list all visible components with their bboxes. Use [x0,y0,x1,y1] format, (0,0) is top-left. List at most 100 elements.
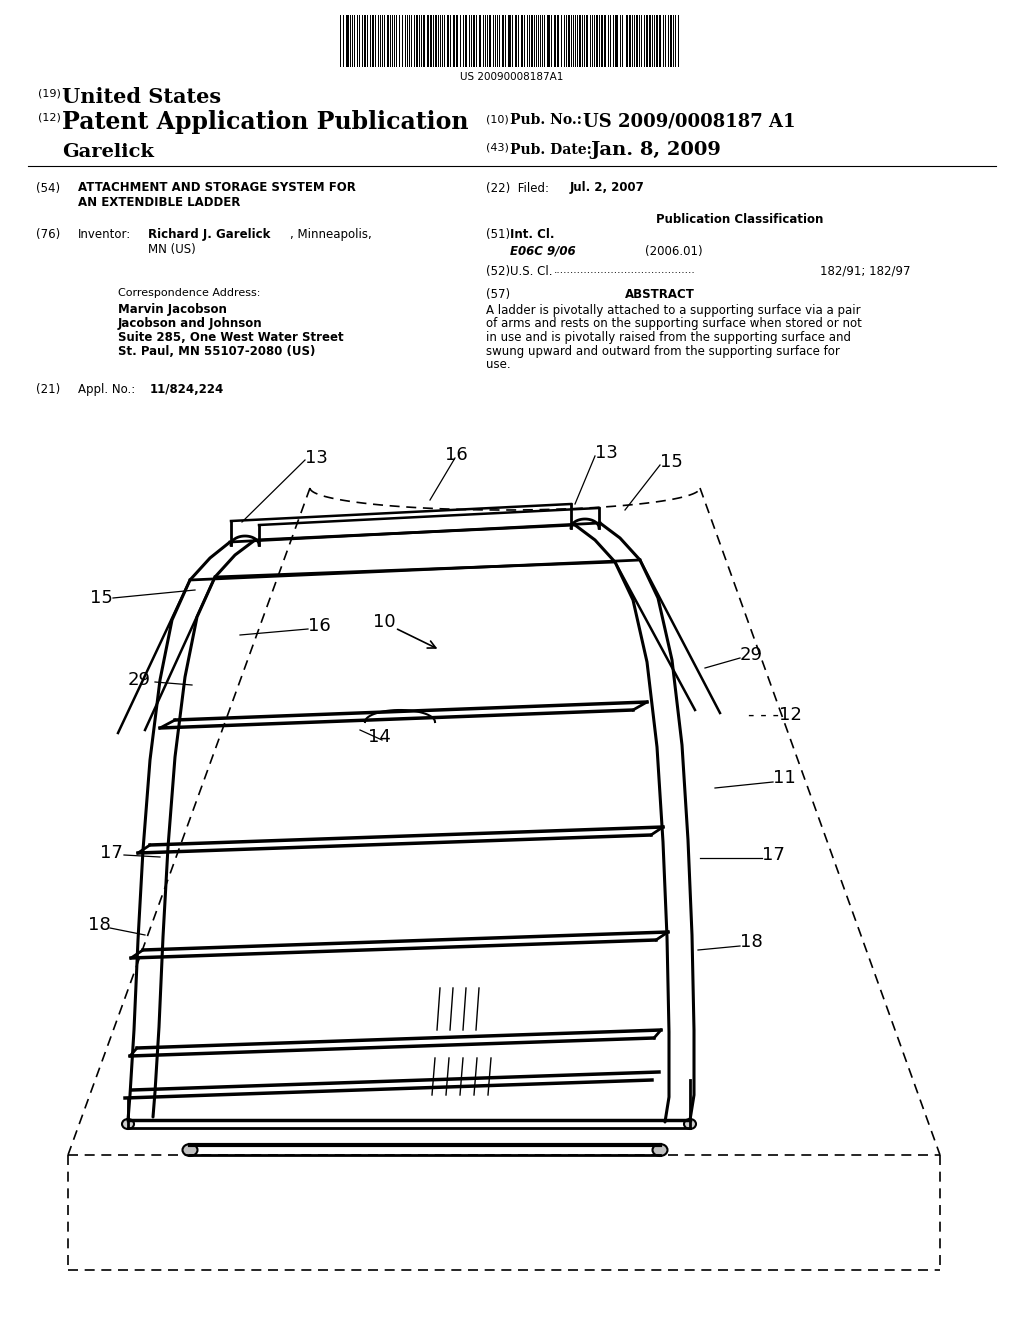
Bar [547,15,550,67]
Ellipse shape [182,1144,198,1156]
Bar [372,15,374,67]
Bar [465,15,467,67]
Bar [659,15,662,67]
Bar [416,15,418,67]
Text: St. Paul, MN 55107-2080 (US): St. Paul, MN 55107-2080 (US) [118,345,315,358]
Ellipse shape [122,1119,134,1129]
Bar [489,15,490,67]
Text: Pub. Date:: Pub. Date: [510,143,592,157]
Bar [502,15,504,67]
Text: 15: 15 [660,453,683,471]
Ellipse shape [652,1144,668,1156]
Bar [596,15,598,67]
Text: Jul. 2, 2007: Jul. 2, 2007 [570,181,645,194]
Text: AN EXTENDIBLE LADDER: AN EXTENDIBLE LADDER [78,195,241,209]
Bar [586,15,588,67]
Text: MN (US): MN (US) [148,243,196,256]
Bar [629,15,631,67]
Bar [515,15,517,67]
Text: (54): (54) [36,182,60,195]
Text: (22)  Filed:: (22) Filed: [486,182,549,195]
Text: in use and is pivotally raised from the supporting surface and: in use and is pivotally raised from the … [486,331,851,345]
Bar [649,15,651,67]
Text: A ladder is pivotally attached to a supporting surface via a pair: A ladder is pivotally attached to a supp… [486,304,860,317]
Text: Jacobson and Johnson: Jacobson and Johnson [118,317,262,330]
Bar [479,15,481,67]
Text: E06C 9/06: E06C 9/06 [510,246,575,257]
Text: Int. Cl.: Int. Cl. [510,228,555,242]
Text: Patent Application Publication: Patent Application Publication [62,110,469,135]
Text: Correspondence Address:: Correspondence Address: [118,288,260,298]
Bar [601,15,603,67]
Bar [531,15,534,67]
Bar [435,15,437,67]
Text: (2006.01): (2006.01) [645,246,702,257]
Text: (21): (21) [36,383,60,396]
Text: 18: 18 [740,933,763,950]
Bar [557,15,559,67]
Bar [554,15,556,67]
Text: ABSTRACT: ABSTRACT [625,288,695,301]
Text: (19): (19) [38,88,60,99]
Text: 29: 29 [740,645,763,664]
Text: (10): (10) [486,115,509,125]
Text: 10: 10 [373,612,395,631]
Text: 18: 18 [88,916,111,935]
Bar [568,15,570,67]
Bar [579,15,581,67]
Text: (76): (76) [36,228,60,242]
Bar [430,15,432,67]
Text: 15: 15 [90,589,113,607]
Text: 13: 13 [595,444,617,462]
Text: Suite 285, One West Water Street: Suite 285, One West Water Street [118,331,344,345]
Text: 13: 13 [305,449,328,467]
Text: of arms and rests on the supporting surface when stored or not: of arms and rests on the supporting surf… [486,318,862,330]
Text: (12): (12) [38,112,60,121]
Text: United States: United States [62,87,221,107]
Bar [427,15,429,67]
Text: Richard J. Garelick: Richard J. Garelick [148,228,270,242]
Text: swung upward and outward from the supporting surface for: swung upward and outward from the suppor… [486,345,840,358]
Text: Marvin Jacobson: Marvin Jacobson [118,304,227,315]
Bar [615,15,618,67]
Text: U.S. Cl.: U.S. Cl. [510,265,553,279]
Text: 17: 17 [762,846,784,865]
Text: Pub. No.:: Pub. No.: [510,114,582,127]
Bar [364,15,366,67]
Text: Inventor:: Inventor: [78,228,131,242]
Text: , Minneapolis,: , Minneapolis, [290,228,372,242]
Bar [447,15,449,67]
Bar [646,15,648,67]
Text: use.: use. [486,358,511,371]
Text: (57): (57) [486,288,510,301]
Text: 16: 16 [308,616,331,635]
Bar [508,15,511,67]
Bar [604,15,606,67]
Bar [656,15,658,67]
Text: US 2009/0008187 A1: US 2009/0008187 A1 [583,112,796,129]
Text: US 20090008187A1: US 20090008187A1 [461,73,563,82]
Text: Publication Classification: Publication Classification [656,213,823,226]
Ellipse shape [684,1119,696,1129]
Bar [636,15,638,67]
Text: 16: 16 [445,446,468,465]
Text: Jan. 8, 2009: Jan. 8, 2009 [590,141,721,158]
Bar [521,15,523,67]
Bar [423,15,425,67]
Text: 29: 29 [128,671,151,689]
Text: (51): (51) [486,228,510,242]
Text: (52): (52) [486,265,510,279]
Text: 14: 14 [368,729,391,746]
Bar [670,15,672,67]
Text: 11/824,224: 11/824,224 [150,383,224,396]
Text: ..........................................: ........................................… [554,265,695,275]
Text: Garelick: Garelick [62,143,154,161]
Text: 11: 11 [773,770,796,787]
Bar [346,15,349,67]
Bar [626,15,628,67]
Text: (43): (43) [486,143,509,153]
Bar [453,15,455,67]
Text: 17: 17 [100,843,123,862]
Bar [456,15,458,67]
Bar [387,15,389,67]
